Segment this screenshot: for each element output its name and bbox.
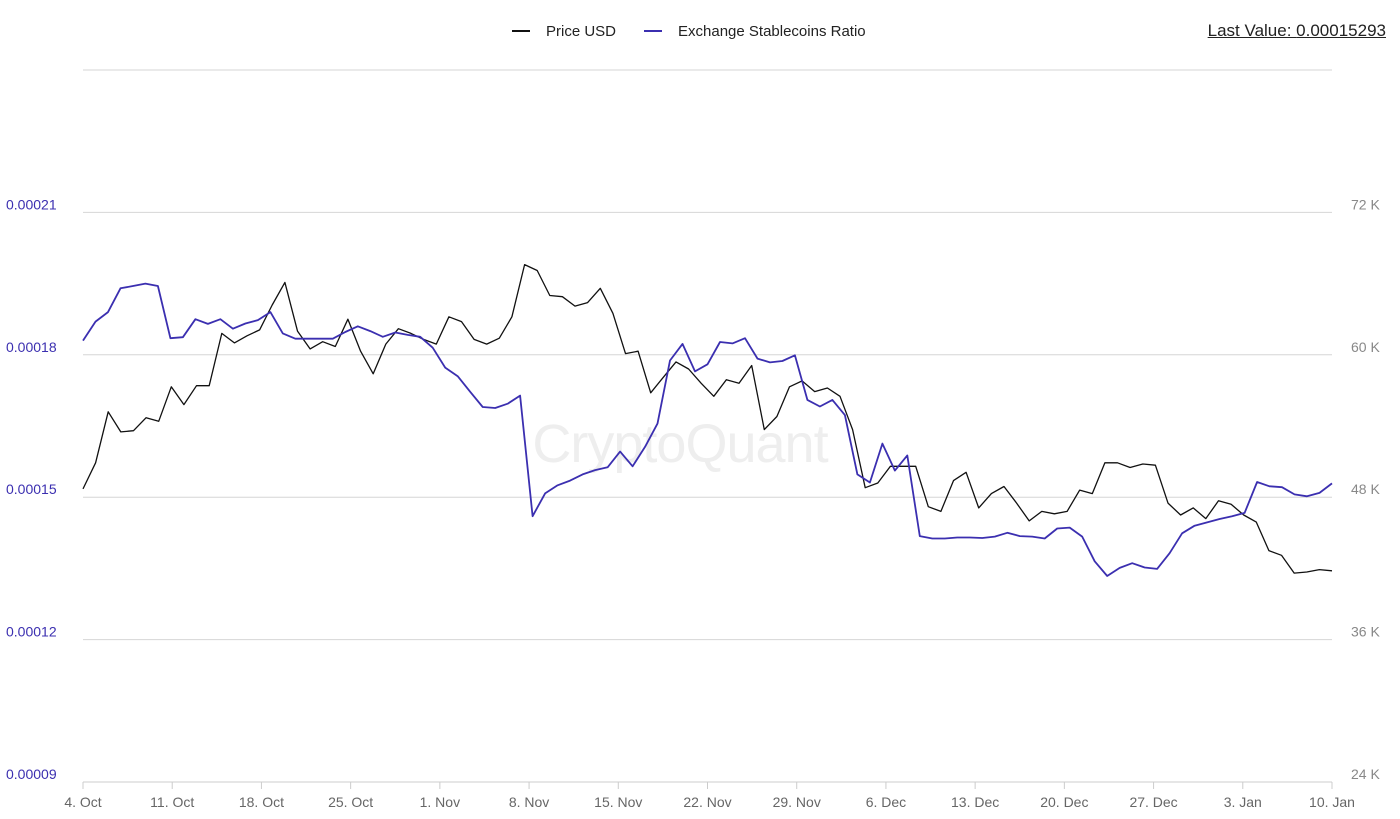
x-tick-label: 25. Oct (328, 794, 373, 810)
series-line-ratio[interactable] (82, 282, 1333, 577)
x-axis: 4. Oct 11. Oct 18. Oct 25. Oct 1. Nov 8. Nov 1… (64, 782, 1355, 810)
legend: Price USD Exchange Stablecoins Ratio (512, 20, 894, 42)
y-right-tick-label: 24 K (1351, 766, 1380, 782)
x-tick-label: 15. Nov (594, 794, 642, 810)
legend-swatch-price (512, 30, 530, 32)
right-axis: 24 K 36 K 48 K 60 K 72 K (1351, 196, 1380, 782)
x-tick-label: 10. Jan (1309, 794, 1355, 810)
y-right-tick-label: 36 K (1351, 624, 1380, 640)
y-left-tick-label: 0.00015 (6, 481, 57, 497)
series-line-price[interactable] (82, 263, 1333, 574)
legend-item-price[interactable]: Price USD (512, 23, 616, 40)
x-tick-label: 8. Nov (509, 794, 549, 810)
last-value-prefix: Last Value: (1207, 21, 1297, 40)
x-tick-label: 29. Nov (773, 794, 821, 810)
watermark-logo: CryptoQuant (532, 414, 828, 474)
series-group[interactable] (82, 263, 1333, 577)
legend-label-price: Price USD (546, 22, 617, 40)
x-tick-label: 27. Dec (1129, 794, 1177, 810)
y-right-tick-label: 60 K (1351, 339, 1380, 355)
left-axis: 0.00009 0.00012 0.00015 0.00018 0.00021 (6, 196, 57, 782)
y-right-tick-label: 72 K (1351, 196, 1380, 212)
x-tick-label: 18. Oct (239, 794, 284, 810)
legend-label-ratio: Exchange Stablecoins Ratio (678, 22, 866, 40)
legend-swatch-ratio (644, 30, 663, 32)
x-tick-label: 11. Oct (150, 794, 194, 810)
x-tick-label: 13. Dec (951, 794, 999, 810)
last-value-readout[interactable]: Last Value: 0.00015293 (1208, 21, 1386, 41)
x-tick-label: 4. Oct (64, 794, 101, 810)
y-right-tick-label: 48 K (1351, 481, 1380, 497)
legend-item-ratio[interactable]: Exchange Stablecoins Ratio (644, 23, 866, 40)
y-left-tick-label: 0.00009 (6, 766, 57, 782)
last-value-number: 0.00015293 (1296, 21, 1386, 40)
y-left-tick-label: 0.00012 (6, 624, 57, 640)
x-tick-label: 6. Dec (866, 794, 906, 810)
x-tick-label: 1. Nov (420, 794, 460, 810)
y-left-tick-label: 0.00021 (6, 196, 57, 212)
x-tick-label: 20. Dec (1040, 794, 1088, 810)
x-tick-label: 22. Nov (683, 794, 731, 810)
x-tick-label: 3. Jan (1224, 794, 1262, 810)
y-left-tick-label: 0.00018 (6, 339, 57, 355)
